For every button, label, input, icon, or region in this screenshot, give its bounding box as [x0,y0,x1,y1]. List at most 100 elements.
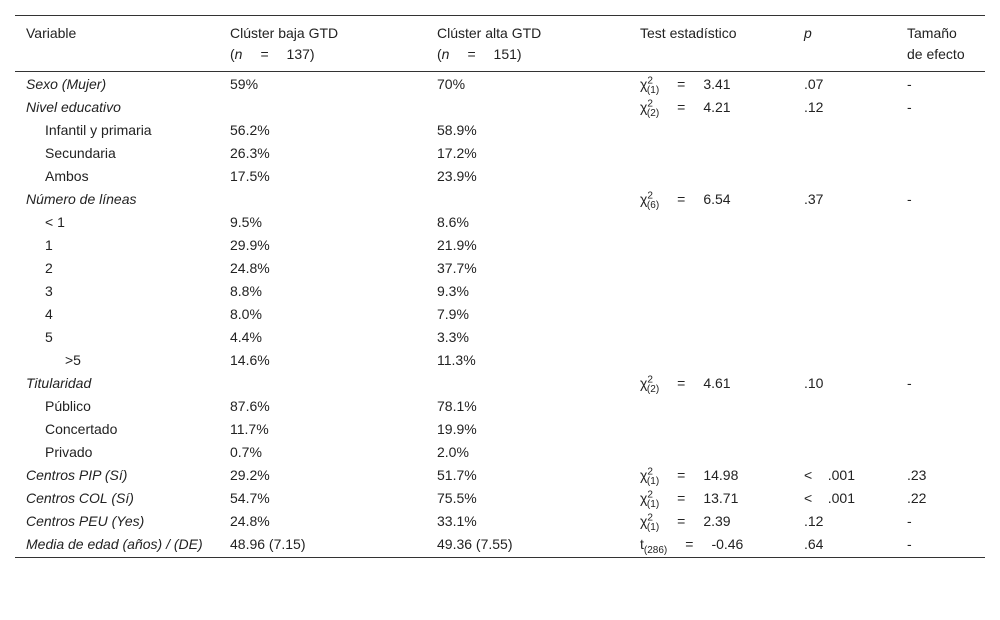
cell-p [793,166,896,189]
header-sample: = 137) [260,46,315,62]
cell-alta: 33.1% [437,513,477,529]
results-table: Variable Clúster baja GTD (n = 137) Clúster … [15,15,985,558]
cell-baja: 87.6% [230,398,270,414]
cell-effect: - [907,191,912,207]
table-header: Variable Clúster baja GTD (n = 137) Clúster … [15,15,985,72]
row-label: Centros COL (Sí) [26,490,134,506]
cell-effect: - [907,99,912,115]
test-df: (1) [646,498,660,510]
row-label: Sexo (Mujer) [26,76,107,92]
cell-p [793,396,896,419]
cell-effect [896,166,985,189]
cell-baja: 24.8% [230,513,270,529]
cell-p [793,235,896,258]
test-symbol: χ [640,76,648,92]
cell-p: .12 [804,99,824,115]
cell-baja [219,97,426,120]
row-label: 5 [45,329,53,345]
cell-baja: 9.5% [230,214,262,230]
row-label: 1 [45,237,53,253]
test-df-sup: 2 [647,512,653,524]
test-eq: = [677,375,686,391]
test-value: 4.61 [703,375,731,391]
cell-baja: 59% [230,76,259,92]
test-cell [629,166,793,189]
table-row: Público 87.6% 78.1% [15,396,985,419]
test-df-sup: 2 [647,98,653,110]
cell-effect: - [907,513,912,529]
test-df-sup: 2 [647,190,653,202]
cell-alta: 75.5% [437,490,477,506]
test-cell: χ2(2) = 4.21 [629,97,793,120]
cell-alta: 11.3% [437,352,476,368]
table-row: Sexo (Mujer) 59% 70% χ2(1) = 3.41 .07 - [15,72,985,98]
cell-effect [896,212,985,235]
table-row: 4 8.0% 7.9% [15,304,985,327]
test-value: 3.41 [703,76,731,92]
table-row: Ambos 17.5% 23.9% [15,166,985,189]
row-label: Privado [45,444,93,460]
test-cell: χ2(1) = 14.98 [629,465,793,488]
test-symbol: χ [640,490,648,506]
row-label: 3 [45,283,53,299]
test-symbol: χ [640,191,648,207]
cell-p: < .001 [804,467,855,483]
test-symbol: χ [640,467,648,483]
table-row: 1 29.9% 21.9% [15,235,985,258]
cell-alta: 49.36 (7.55) [437,536,513,552]
table-row: 5 4.4% 3.3% [15,327,985,350]
table-body: Sexo (Mujer) 59% 70% χ2(1) = 3.41.07- Nivel ed… [15,72,985,558]
test-cell: χ2(6) = 6.54 [629,189,793,212]
cell-baja: 0.7% [230,444,262,460]
test-df: (6) [646,199,660,211]
table-row: Secundaria 26.3% 17.2% [15,143,985,166]
test-df: (2) [646,383,660,395]
test-cell: χ2(1) = 3.41 [629,72,793,98]
test-cell: χ2(1) = 13.71 [629,488,793,511]
row-label: Centros PEU (Yes) [26,513,145,529]
table-row: Titularidad χ2(2) = 4.61 .10 - [15,373,985,396]
test-df-sup: 2 [647,466,653,478]
test-df: (1) [646,475,660,487]
cell-alta: 51.7% [437,467,477,483]
cell-p [793,442,896,465]
cell-alta: 58.9% [437,122,477,138]
cell-effect: .22 [907,490,927,506]
cell-p [793,258,896,281]
cell-baja: 48.96 (7.15) [230,536,306,552]
test-cell [629,258,793,281]
cell-effect [896,235,985,258]
test-symbol: χ [640,513,648,529]
header-title: Clúster alta GTD [437,25,542,41]
cell-alta: 2.0% [437,444,469,460]
cell-effect [896,304,985,327]
cell-p [793,419,896,442]
cell-baja: 11.7% [230,421,269,437]
cell-effect [896,258,985,281]
cell-baja: 54.7% [230,490,270,506]
header-title: p [804,25,812,41]
test-cell: χ2(2) = 4.61 [629,373,793,396]
header-title: Test estadístico [640,25,737,41]
table-row: Número de líneas χ2(6) = 6.54 .37 - [15,189,985,212]
test-value: 6.54 [703,191,731,207]
cell-effect [896,419,985,442]
row-label: Media de edad (años) / (DE) [26,536,203,552]
cell-effect [896,120,985,143]
table-row: Concertado 11.7% 19.9% [15,419,985,442]
test-df: (1) [646,84,660,96]
header-title: Variable [26,25,77,41]
test-cell: χ2(1) = 2.39 [629,511,793,534]
header-title: Clúster baja GTD [230,25,339,41]
test-symbol: t [640,536,644,552]
cell-p: .12 [804,513,824,529]
table-row: Centros COL (Sí) 54.7% 75.5% χ2(1) = 13.71 < .… [15,488,985,511]
cell-p [793,281,896,304]
cell-effect [896,327,985,350]
test-cell [629,442,793,465]
cell-effect: - [907,76,912,92]
header-title: Tamaño de efecto [907,25,965,62]
cell-alta: 78.1% [437,398,477,414]
test-df: (2) [646,107,660,119]
test-eq: = [677,191,686,207]
